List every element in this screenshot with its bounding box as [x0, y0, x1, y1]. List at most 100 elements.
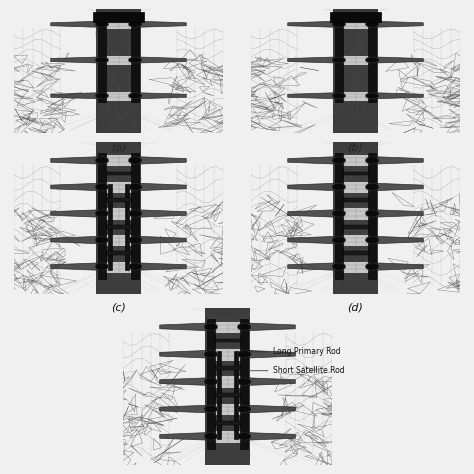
Bar — [335, 181, 376, 193]
Ellipse shape — [204, 323, 218, 331]
Polygon shape — [139, 157, 186, 164]
Bar — [207, 320, 248, 333]
Ellipse shape — [365, 183, 379, 191]
Bar — [240, 319, 248, 449]
Ellipse shape — [95, 210, 109, 217]
Polygon shape — [160, 378, 207, 385]
Polygon shape — [376, 183, 423, 191]
Bar — [335, 155, 376, 166]
Bar — [333, 142, 378, 294]
Bar — [210, 339, 245, 342]
Ellipse shape — [365, 263, 379, 270]
Ellipse shape — [128, 237, 142, 244]
Polygon shape — [376, 263, 423, 270]
Ellipse shape — [95, 157, 109, 164]
Bar — [210, 421, 245, 425]
Bar — [338, 199, 373, 202]
Polygon shape — [248, 433, 295, 440]
Ellipse shape — [365, 157, 379, 164]
Bar — [335, 19, 376, 29]
Ellipse shape — [332, 57, 346, 63]
Ellipse shape — [332, 21, 346, 27]
Bar — [93, 12, 144, 22]
Polygon shape — [288, 157, 335, 164]
Bar — [98, 155, 139, 166]
Bar — [108, 184, 112, 270]
Polygon shape — [51, 210, 98, 217]
Text: (c): (c) — [111, 303, 126, 313]
Text: (a): (a) — [111, 143, 126, 153]
Ellipse shape — [128, 263, 142, 270]
Bar — [234, 351, 238, 439]
Ellipse shape — [95, 93, 109, 99]
Polygon shape — [376, 21, 423, 27]
Ellipse shape — [128, 57, 142, 63]
Polygon shape — [139, 57, 186, 63]
Text: Short Satellite Rod: Short Satellite Rod — [240, 366, 345, 375]
Text: Long Primary Rod: Long Primary Rod — [248, 347, 341, 356]
Ellipse shape — [365, 210, 379, 217]
Ellipse shape — [237, 350, 251, 358]
Polygon shape — [160, 323, 207, 331]
Ellipse shape — [365, 237, 379, 244]
Bar — [205, 308, 250, 465]
Polygon shape — [51, 263, 98, 270]
Polygon shape — [139, 237, 186, 244]
Bar — [330, 12, 381, 22]
Bar — [338, 252, 373, 255]
Polygon shape — [376, 237, 423, 244]
Bar — [333, 9, 378, 133]
Bar — [207, 430, 248, 443]
Ellipse shape — [237, 405, 251, 413]
Text: (d): (d) — [347, 303, 364, 313]
Bar — [335, 153, 343, 279]
Ellipse shape — [237, 378, 251, 385]
Polygon shape — [51, 93, 98, 99]
Ellipse shape — [95, 183, 109, 191]
Bar — [96, 142, 141, 294]
Bar — [338, 172, 373, 175]
Bar — [98, 153, 106, 279]
Polygon shape — [376, 210, 423, 217]
Bar — [131, 153, 139, 279]
Bar — [101, 225, 136, 228]
Ellipse shape — [237, 433, 251, 440]
Bar — [98, 261, 139, 273]
Ellipse shape — [128, 183, 142, 191]
Bar — [207, 375, 248, 388]
Polygon shape — [288, 263, 335, 270]
Bar — [335, 91, 376, 100]
Bar — [210, 393, 245, 397]
Ellipse shape — [365, 93, 379, 99]
Ellipse shape — [204, 350, 218, 358]
Polygon shape — [376, 93, 423, 99]
Bar — [98, 19, 139, 29]
Bar — [98, 91, 139, 100]
Ellipse shape — [128, 157, 142, 164]
Polygon shape — [288, 21, 335, 27]
Ellipse shape — [128, 93, 142, 99]
Ellipse shape — [237, 323, 251, 331]
Bar — [98, 208, 139, 219]
Bar — [368, 153, 376, 279]
Ellipse shape — [128, 210, 142, 217]
Polygon shape — [288, 183, 335, 191]
Bar — [98, 234, 139, 246]
Ellipse shape — [332, 210, 346, 217]
Ellipse shape — [332, 237, 346, 244]
Polygon shape — [51, 183, 98, 191]
Bar — [335, 261, 376, 273]
Text: (b): (b) — [347, 143, 364, 153]
Bar — [210, 366, 245, 370]
Bar — [98, 181, 139, 193]
Bar — [101, 172, 136, 175]
Polygon shape — [288, 237, 335, 244]
Bar — [207, 403, 248, 415]
Bar — [207, 348, 248, 361]
Polygon shape — [160, 405, 207, 413]
Ellipse shape — [332, 263, 346, 270]
Polygon shape — [51, 21, 98, 27]
Ellipse shape — [332, 93, 346, 99]
Bar — [98, 55, 139, 65]
Bar — [131, 18, 139, 102]
